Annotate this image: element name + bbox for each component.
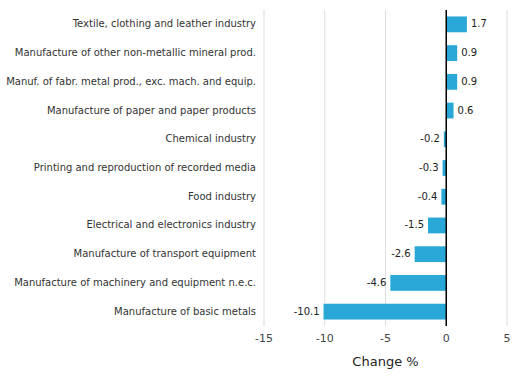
- data-labels: -10.1 -4.6 -2.6 -1.5 -0.4 -0.3 -0.2 0.6 0.9 0.9 1.…: [294, 18, 487, 316]
- bar: [446, 103, 453, 119]
- grid-line: [446, 10, 447, 326]
- bar: [446, 74, 457, 90]
- data-label: 0.9: [461, 76, 477, 87]
- data-label: -2.6: [391, 248, 411, 259]
- bar: [446, 45, 457, 61]
- category-label: Manufacture of transport equipment: [74, 248, 256, 259]
- bars: [324, 16, 467, 319]
- grid: [264, 10, 507, 326]
- chart-container: Manufacture of basic metals Manufacture o…: [0, 0, 529, 378]
- data-label: -4.6: [367, 277, 387, 288]
- x-tick-labels: -15 -10 -5 0 5: [255, 332, 510, 345]
- data-label: -10.1: [294, 306, 320, 317]
- data-label: 1.7: [471, 18, 487, 29]
- category-label: Manuf. of fabr. metal prod., exc. mach. …: [6, 76, 256, 87]
- category-label: Printing and reproduction of recorded me…: [34, 162, 256, 173]
- category-label: Manufacture of paper and paper products: [47, 105, 256, 116]
- grid-line: [264, 10, 265, 326]
- data-label: -0.2: [420, 133, 440, 144]
- chart: Manufacture of basic metals Manufacture o…: [0, 0, 529, 378]
- category-label: Manufacture of other non-metallic minera…: [15, 47, 256, 58]
- data-label: 0.6: [458, 105, 474, 116]
- bar: [390, 275, 446, 291]
- bar: [415, 246, 447, 262]
- bar: [324, 304, 447, 320]
- zero-line: [446, 10, 448, 326]
- category-label: Food industry: [188, 191, 256, 202]
- category-label: Manufacture of machinery and equipment n…: [14, 277, 256, 288]
- data-label: -0.4: [418, 191, 438, 202]
- category-label: Chemical industry: [165, 133, 256, 144]
- bar: [428, 218, 446, 234]
- x-axis-label: Change %: [352, 354, 418, 369]
- data-label: -1.5: [405, 219, 425, 230]
- grid-line: [324, 10, 325, 326]
- category-label: Electrical and electronics industry: [86, 219, 256, 230]
- bar: [446, 16, 467, 32]
- category-label: Textile, clothing and leather industry: [72, 18, 256, 29]
- x-tick-label: -5: [380, 332, 391, 345]
- x-tick-label: 0: [443, 332, 450, 345]
- x-tick-label: -10: [316, 332, 334, 345]
- data-label: 0.9: [461, 47, 477, 58]
- x-tick-label: -15: [255, 332, 273, 345]
- grid-line: [507, 10, 508, 326]
- x-tick-label: 5: [504, 332, 511, 345]
- category-label: Manufacture of basic metals: [114, 306, 256, 317]
- data-label: -0.3: [419, 162, 439, 173]
- category-labels: Manufacture of basic metals Manufacture o…: [6, 18, 256, 316]
